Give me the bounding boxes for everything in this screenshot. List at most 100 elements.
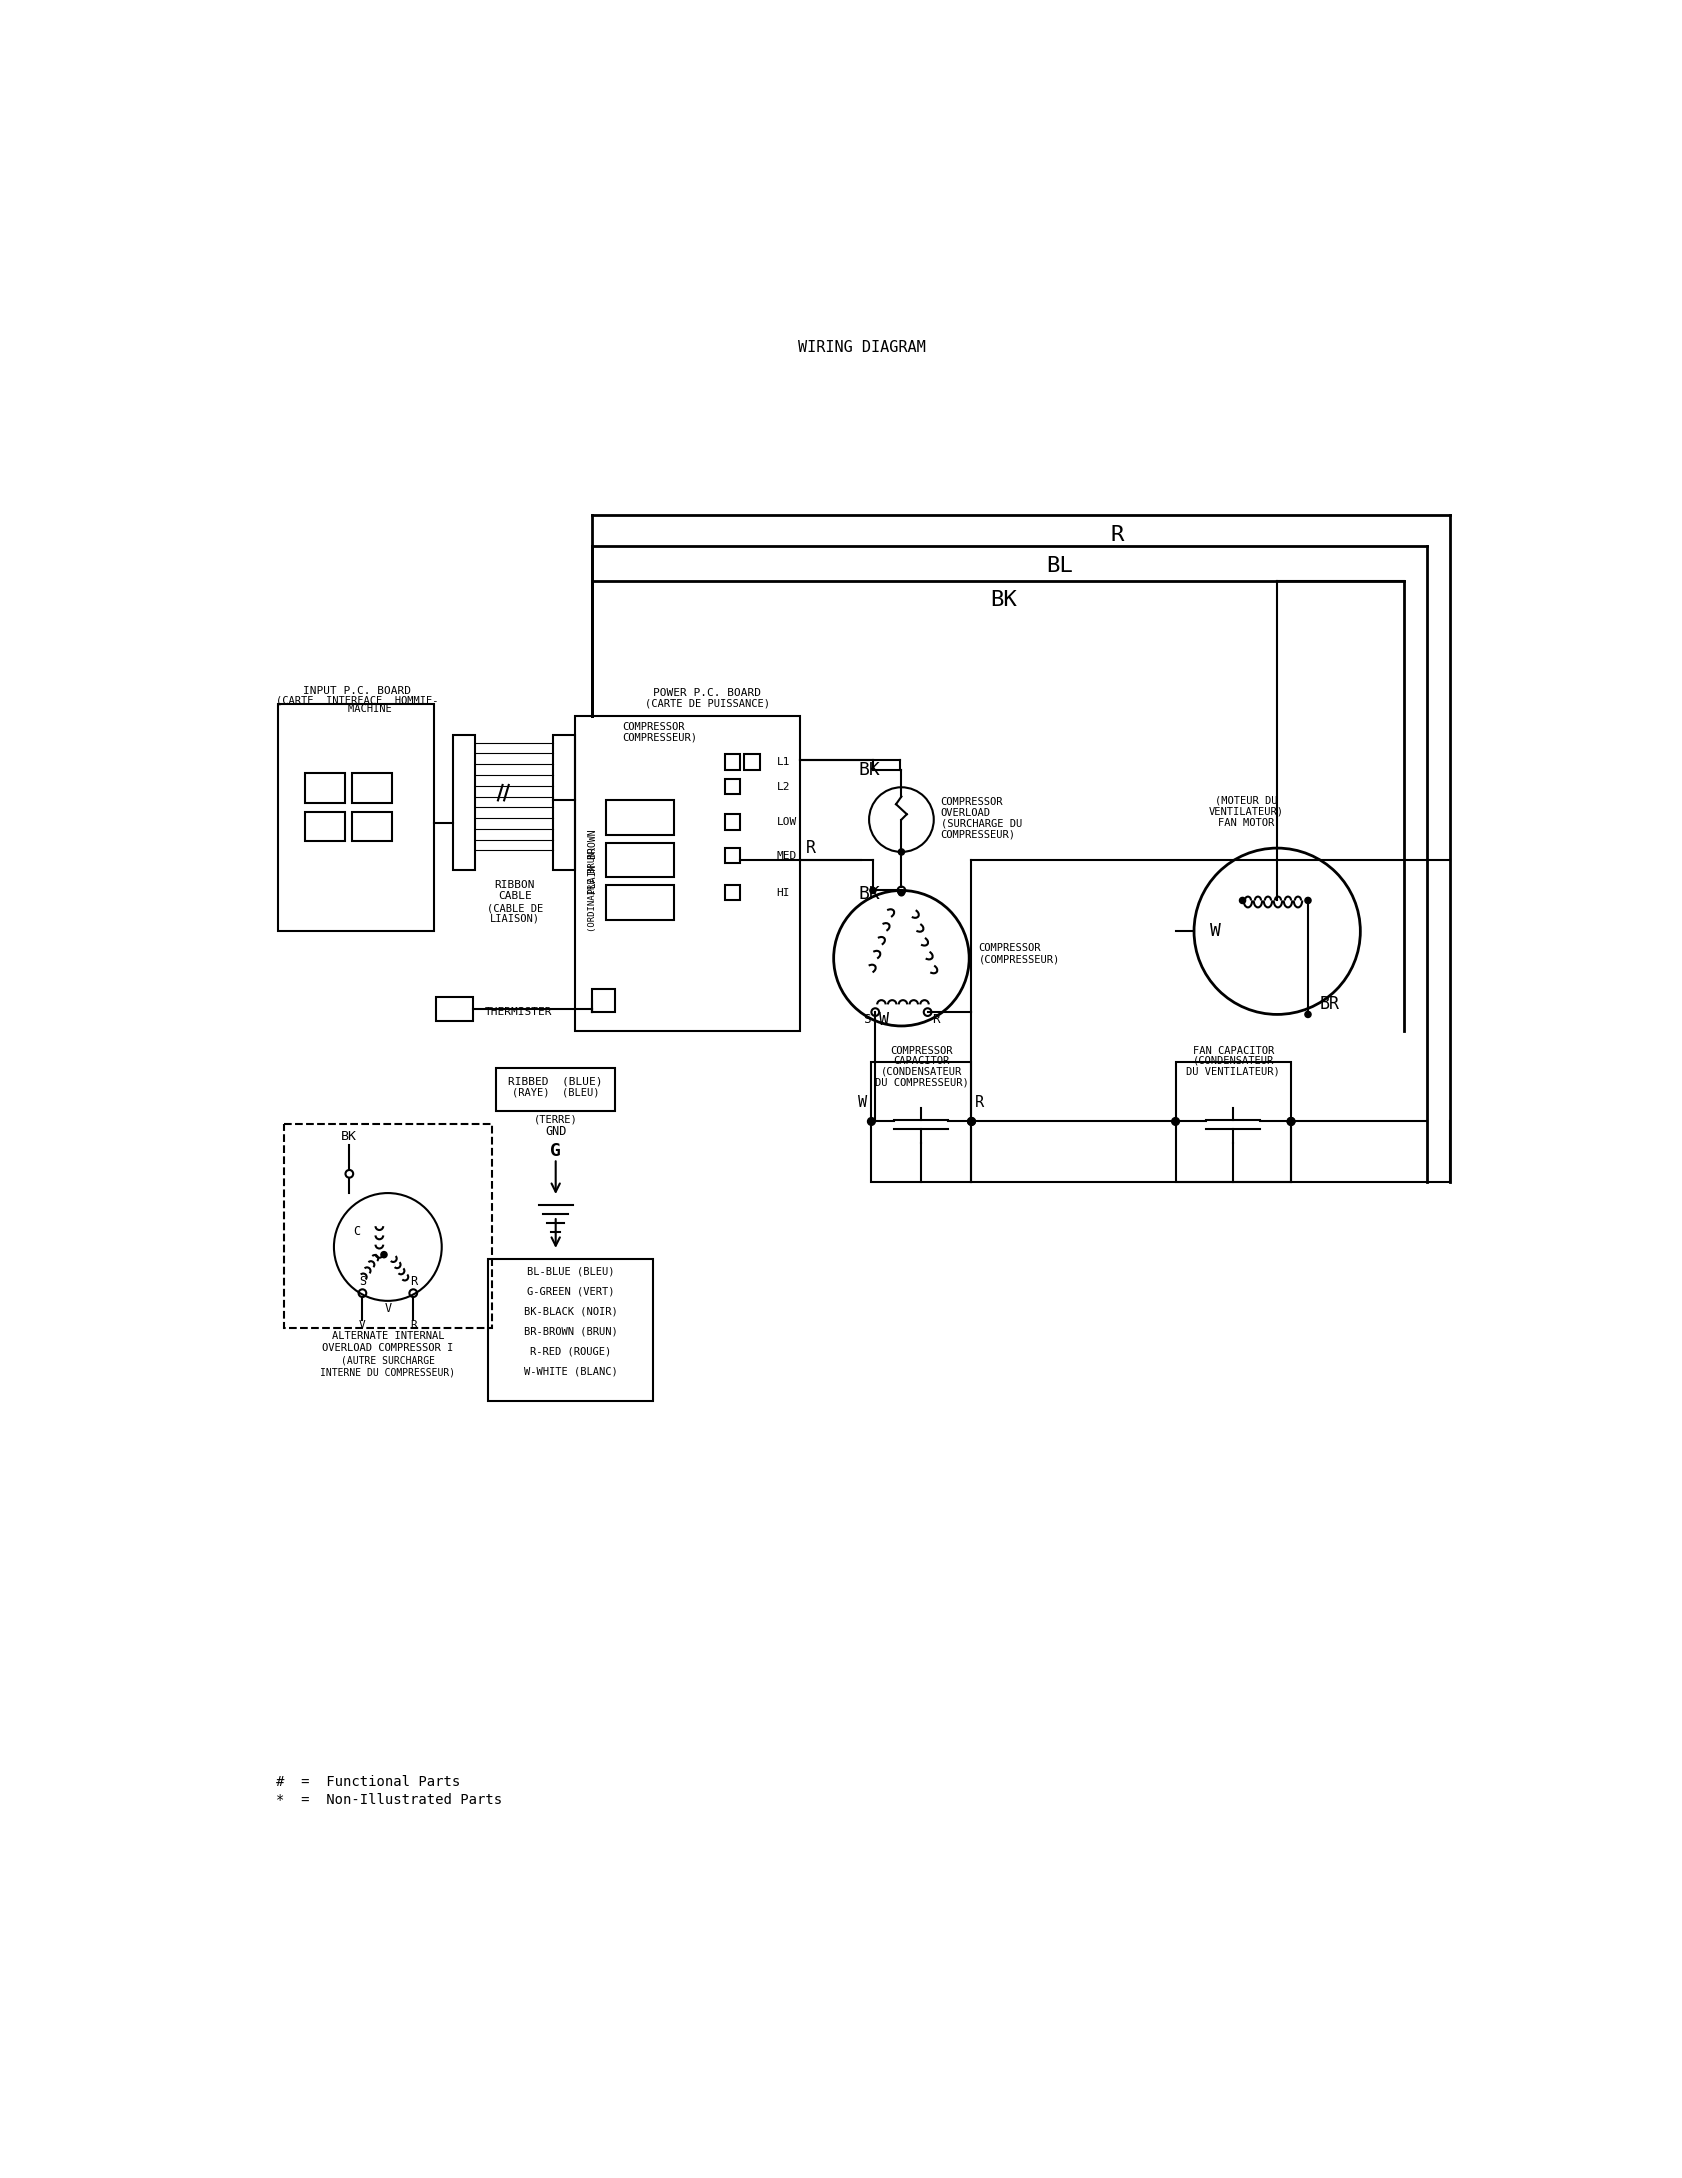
Text: V: V [383,1302,392,1316]
Text: (CABLE DE: (CABLE DE [486,904,543,913]
Text: GND: GND [545,1126,567,1137]
Text: DU COMPRESSEUR): DU COMPRESSEUR) [875,1078,967,1087]
Text: (CARTE  INTERFACE  HOMMIE-: (CARTE INTERFACE HOMMIE- [276,695,437,706]
Text: (AUTRE SURCHARGE: (AUTRE SURCHARGE [341,1355,434,1366]
Bar [725,780,740,795]
Circle shape [870,886,876,893]
Circle shape [1304,897,1310,904]
Text: BR-BROWN (BRUN): BR-BROWN (BRUN) [523,1326,617,1337]
Text: S: S [358,1274,365,1287]
Bar [606,884,673,919]
Text: RIBBED  (BLUE): RIBBED (BLUE) [508,1076,602,1087]
Circle shape [1287,1117,1293,1126]
Bar [1174,1063,1290,1180]
Bar [743,754,759,769]
Bar [452,734,474,869]
Circle shape [1171,1117,1179,1126]
Bar [725,884,740,900]
Text: W: W [858,1096,866,1111]
Text: PLAIN BROWN: PLAIN BROWN [587,830,597,895]
Text: (MOTEUR DU: (MOTEUR DU [1214,795,1277,806]
Text: R-RED (ROUGE): R-RED (ROUGE) [530,1346,611,1357]
Bar [606,799,673,834]
Text: HI: HI [775,889,791,897]
Text: S: S [863,1013,870,1026]
Text: INPUT P.C. BOARD: INPUT P.C. BOARD [303,686,410,697]
Text: R: R [974,1096,984,1111]
Bar [488,1259,653,1400]
Circle shape [380,1252,387,1257]
Bar [304,812,345,841]
Text: (CONDENSATEUR: (CONDENSATEUR [1193,1056,1273,1065]
Text: W: W [880,1011,890,1028]
Text: LIAISON): LIAISON) [489,915,540,923]
Bar [725,815,740,830]
Bar [725,754,740,769]
Bar [436,998,473,1021]
Text: *  =  Non-Illustrated Parts: * = Non-Illustrated Parts [276,1792,501,1808]
Text: (ORDINAIRE BRUN): (ORDINAIRE BRUN) [587,845,597,932]
Text: MACHINE: MACHINE [323,703,392,714]
Text: W: W [1209,921,1221,941]
Text: BR: BR [1319,995,1339,1013]
Text: (COMPRESSEUR): (COMPRESSEUR) [977,954,1060,965]
Text: L1: L1 [775,758,791,767]
Text: LOW: LOW [775,817,797,828]
Text: COMPRESSOR: COMPRESSOR [890,1045,952,1056]
Text: THERMISTER: THERMISTER [484,1006,552,1017]
Circle shape [967,1117,976,1126]
Text: (TERRE): (TERRE) [533,1115,577,1124]
Bar [304,773,345,804]
Text: G: G [550,1141,560,1159]
Text: OVERLOAD: OVERLOAD [940,808,991,817]
Text: ALTERNATE INTERNAL: ALTERNATE INTERNAL [331,1331,444,1339]
Text: COMPRESSEUR): COMPRESSEUR) [940,830,1016,839]
Bar [592,989,614,1013]
Circle shape [898,889,903,895]
Text: COMPRESSEUR): COMPRESSEUR) [622,732,698,743]
Text: L2: L2 [775,782,791,791]
Bar [352,812,392,841]
Text: #  =  Functional Parts: # = Functional Parts [276,1775,461,1788]
Bar [553,734,575,869]
Text: R: R [1110,525,1124,544]
Text: (CONDENSATEUR: (CONDENSATEUR [880,1067,962,1076]
Bar [352,773,392,804]
Bar [495,1069,614,1111]
Text: INTERNE DU COMPRESSEUR): INTERNE DU COMPRESSEUR) [320,1368,456,1376]
Bar [871,1063,971,1180]
Text: FAN CAPACITOR: FAN CAPACITOR [1193,1045,1273,1056]
Circle shape [1287,1117,1293,1126]
Text: (CARTE DE PUISSANCE): (CARTE DE PUISSANCE) [644,699,769,708]
Bar [575,717,799,1032]
Bar [725,847,740,862]
Circle shape [898,849,903,856]
Text: VENTILATEUR): VENTILATEUR) [1208,806,1283,817]
Text: R: R [410,1320,417,1331]
Circle shape [1304,1011,1310,1017]
Text: OVERLOAD COMPRESSOR I: OVERLOAD COMPRESSOR I [321,1344,452,1353]
Text: WIRING DIAGRAM: WIRING DIAGRAM [797,340,925,355]
Text: V: V [358,1320,365,1331]
Text: (SURCHARGE DU: (SURCHARGE DU [940,819,1021,828]
Text: CAPACITOR: CAPACITOR [893,1056,949,1065]
Text: DU VENTILATEUR): DU VENTILATEUR) [1186,1067,1280,1076]
Text: R: R [932,1013,939,1026]
Bar [284,1124,491,1329]
Text: C: C [353,1224,360,1237]
Text: FAN MOTOR: FAN MOTOR [1218,819,1273,828]
Text: MED: MED [775,852,797,860]
Text: BK: BK [858,760,880,778]
Text: COMPRESSOR: COMPRESSOR [622,723,685,732]
Circle shape [967,1117,976,1126]
Text: POWER P.C. BOARD: POWER P.C. BOARD [653,688,760,697]
Text: CABLE: CABLE [498,891,532,902]
Text: W-WHITE (BLANC): W-WHITE (BLANC) [523,1368,617,1376]
Text: BL-BLUE (BLEU): BL-BLUE (BLEU) [526,1268,614,1276]
Text: COMPRESSOR: COMPRESSOR [977,943,1039,954]
Text: BK: BK [991,590,1016,610]
Text: COMPRESSOR: COMPRESSOR [940,797,1002,806]
Bar [278,703,434,932]
Text: (RAYE)  (BLEU): (RAYE) (BLEU) [511,1089,599,1098]
Text: BK: BK [341,1130,357,1143]
